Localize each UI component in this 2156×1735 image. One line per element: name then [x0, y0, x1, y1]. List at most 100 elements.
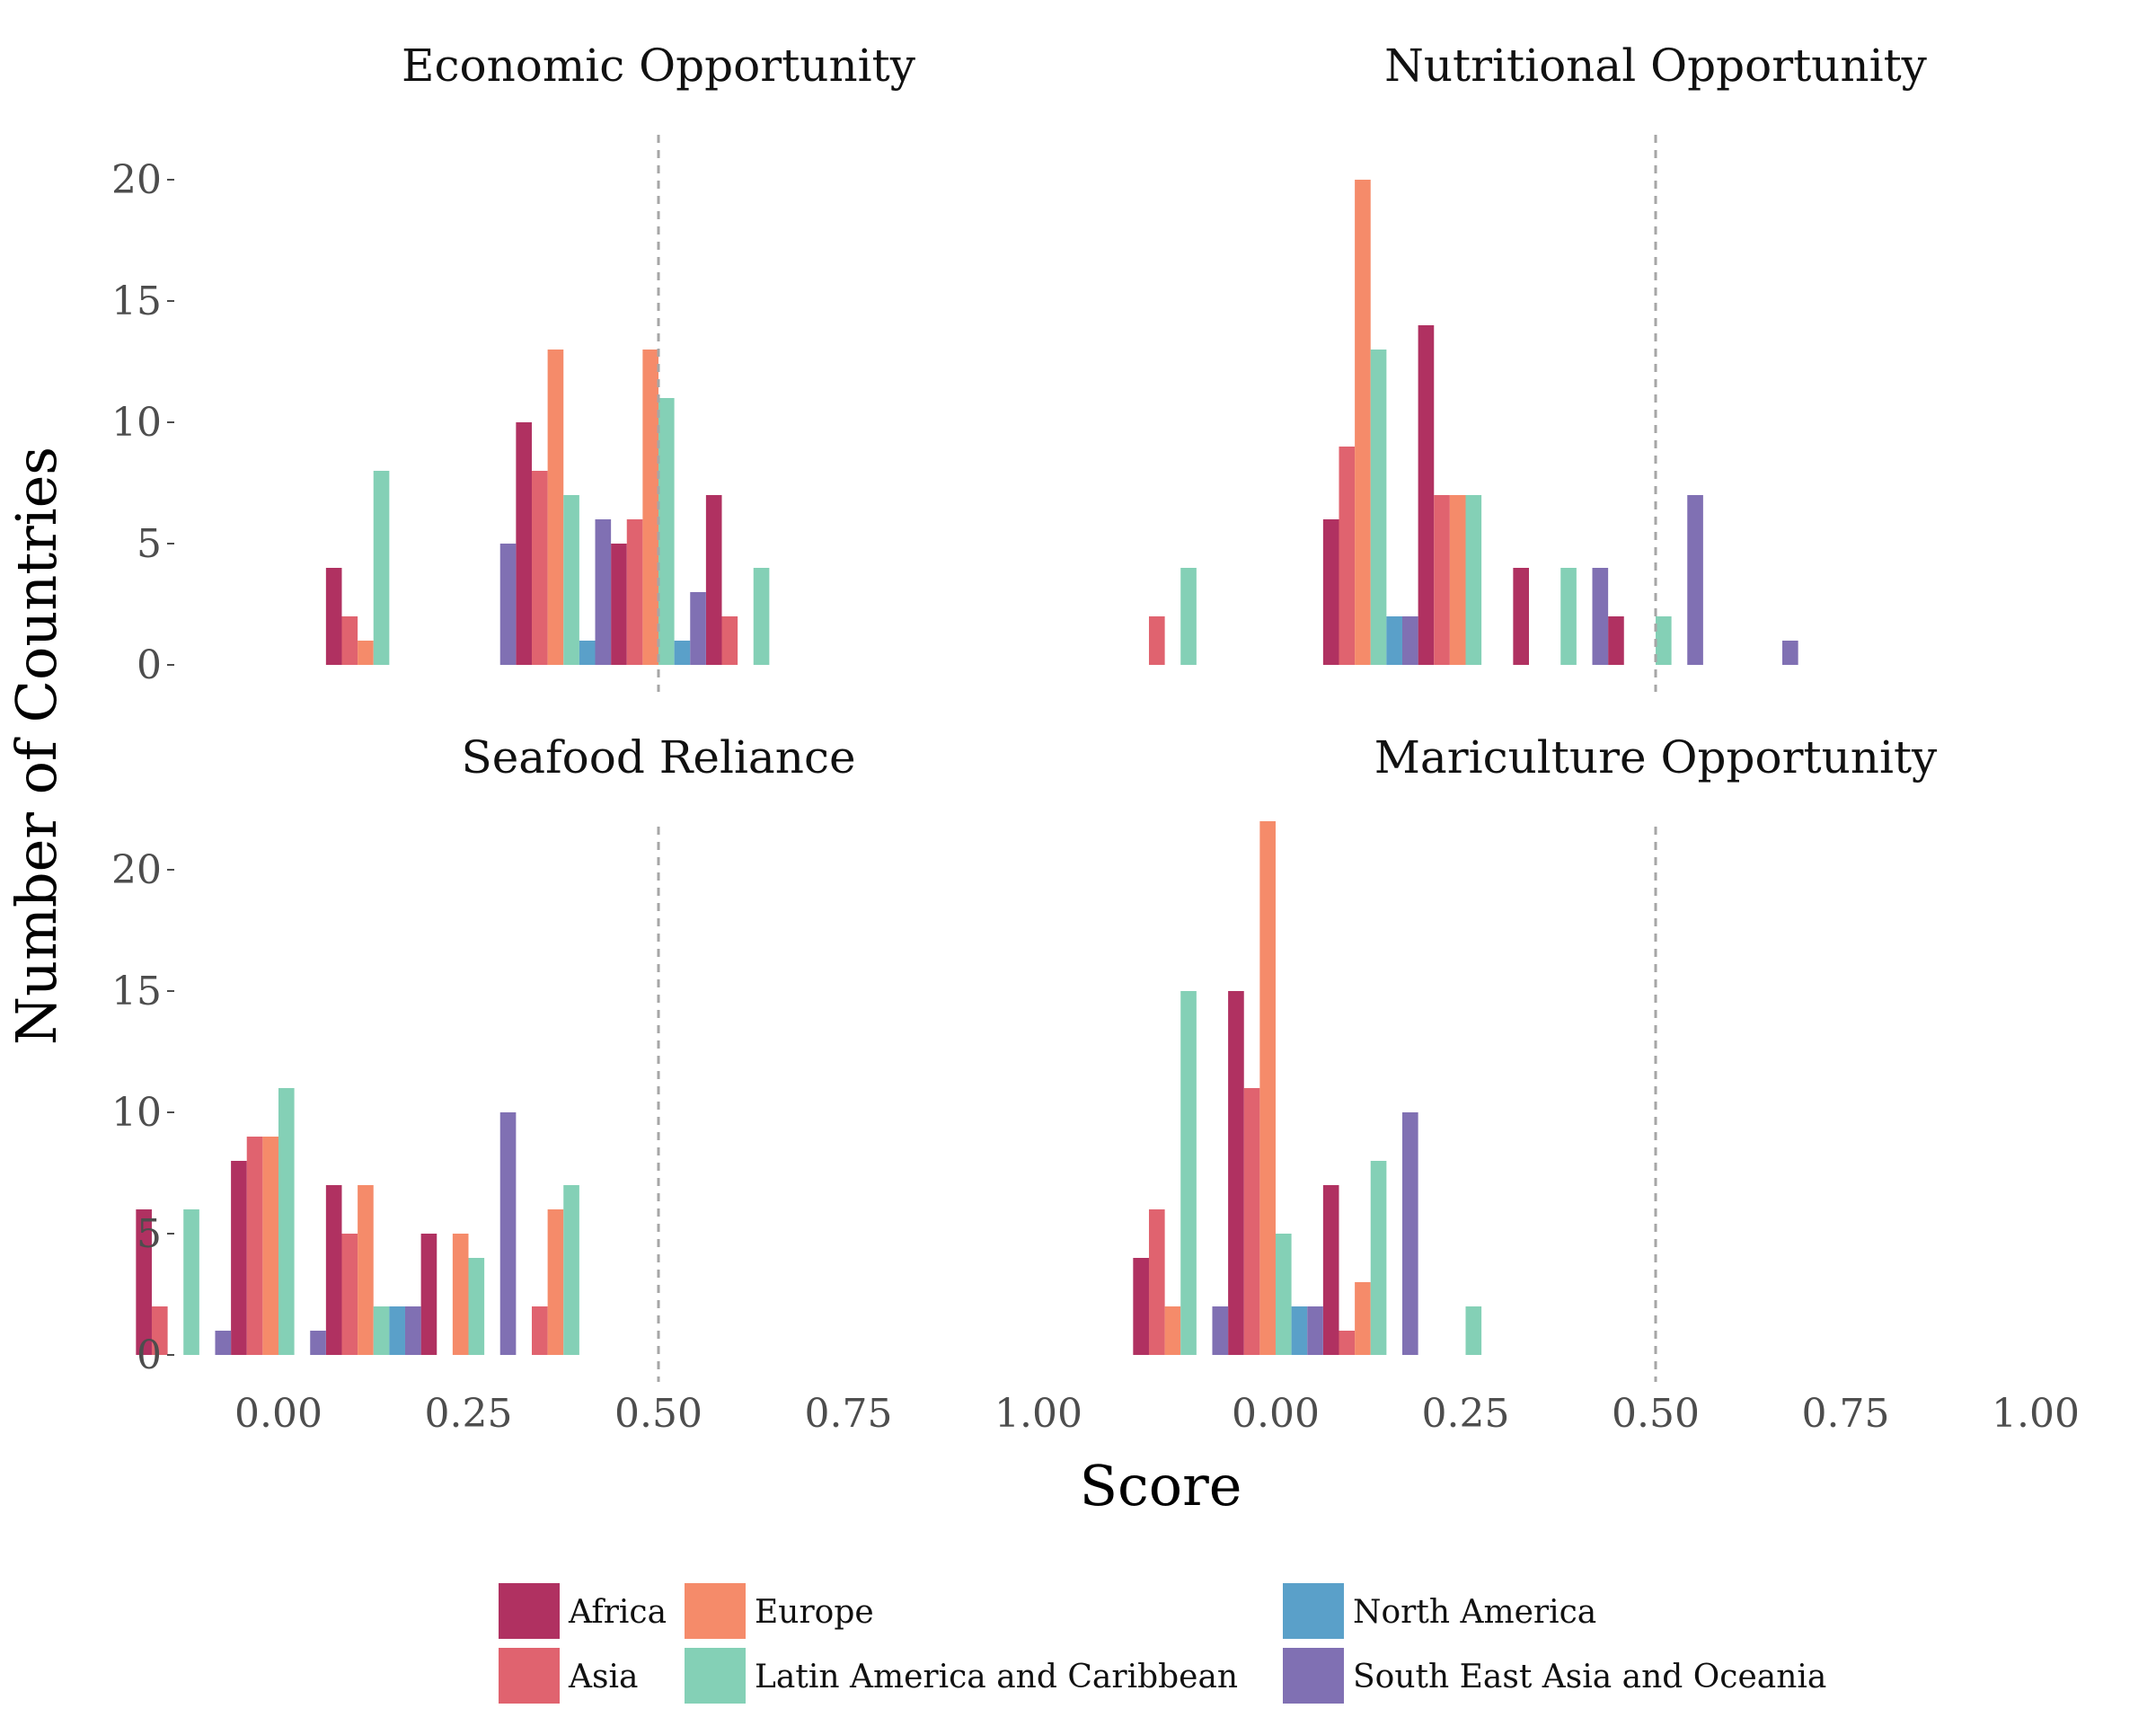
bar-latin-america-and-caribbean [563, 1185, 579, 1355]
bar-north-america [674, 641, 691, 665]
bar-south-east-asia-and-oceania [215, 1331, 232, 1355]
x-tick-label: 0.50 [1612, 1391, 1700, 1437]
bar-latin-america-and-caribbean [373, 471, 390, 665]
bar-africa [516, 422, 532, 665]
legend-label: Europe [755, 1594, 874, 1631]
bar-africa [1133, 1258, 1149, 1355]
bar-latin-america-and-caribbean [373, 1306, 390, 1355]
legend-swatch [499, 1583, 560, 1639]
bar-asia [626, 519, 643, 665]
bar-europe [1355, 180, 1371, 665]
bar-latin-america-and-caribbean [1560, 568, 1577, 665]
bar-latin-america-and-caribbean [1465, 1306, 1482, 1355]
bar-europe [452, 1234, 469, 1355]
bar-latin-america-and-caribbean [468, 1258, 485, 1355]
bar-europe [642, 350, 658, 665]
bar-europe [547, 350, 564, 665]
panel-title: Mariculture Opportunity [1374, 731, 1938, 783]
bar-latin-america-and-caribbean [1370, 1161, 1387, 1355]
y-tick-label: 0 [137, 1332, 162, 1378]
bar-europe [262, 1137, 278, 1355]
panel-seafood-reliance: Seafood Reliance 0 5 10 15 20 0.00 0.25 0.50 0.75… [111, 731, 1082, 1437]
y-tick-label: 15 [111, 969, 162, 1014]
y-tick-label: 5 [137, 521, 162, 567]
legend-label: Africa [568, 1594, 667, 1631]
y-axis-title: Number of Countries [4, 447, 69, 1045]
bar-africa [325, 1185, 342, 1355]
bar-africa [136, 1209, 152, 1355]
bar-africa [705, 495, 722, 665]
bar-europe [547, 1209, 564, 1355]
y-tick-label: 0 [137, 642, 162, 688]
panel-title: Nutritional Opportunity [1384, 40, 1928, 92]
bar-asia [1148, 616, 1165, 665]
legend-label: South East Asia and Oceania [1353, 1659, 1826, 1695]
y-tick-label: 20 [111, 847, 162, 893]
bar-africa [1418, 325, 1435, 665]
bar-europe [1449, 495, 1466, 665]
bar-latin-america-and-caribbean [1180, 568, 1197, 665]
legend: Africa Asia Europe Latin America and Caribb… [499, 1583, 1826, 1704]
bar-europe [358, 641, 374, 665]
x-tick-label: 1.00 [1992, 1391, 2080, 1437]
legend-swatch [685, 1648, 746, 1704]
bar-latin-america-and-caribbean [753, 568, 770, 665]
chart-panels: Economic Opportunity 0 5 10 15 20 Nutritional … [111, 40, 2080, 1437]
bar-europe [1259, 821, 1276, 1355]
panel-economic-opportunity: Economic Opportunity 0 5 10 15 20 [111, 40, 916, 692]
bar-africa [1322, 519, 1339, 665]
bar-africa [420, 1234, 437, 1355]
bar-latin-america-and-caribbean [1180, 991, 1197, 1355]
bar-south-east-asia-and-oceania [595, 519, 612, 665]
panel-title: Economic Opportunity [402, 40, 916, 92]
bar-asia [1434, 495, 1450, 665]
x-tick-label: 0.25 [1422, 1391, 1510, 1437]
bar-latin-america-and-caribbean [563, 495, 579, 665]
bar-south-east-asia-and-oceania [1592, 568, 1609, 665]
bar-south-east-asia-and-oceania [1782, 641, 1798, 665]
panel-nutritional-opportunity: Nutritional Opportunity [1148, 40, 1928, 692]
bar-latin-america-and-caribbean [1370, 350, 1387, 665]
legend-label: North America [1353, 1594, 1596, 1631]
bar-south-east-asia-and-oceania [499, 544, 517, 665]
bar-asia [1339, 447, 1356, 665]
y-tick-label: 10 [111, 1090, 162, 1136]
bar-south-east-asia-and-oceania [310, 1331, 326, 1355]
bar-asia [721, 616, 738, 665]
bar-south-east-asia-and-oceania [1687, 495, 1703, 665]
bar-south-east-asia-and-oceania [1401, 1112, 1418, 1355]
bar-north-america [579, 641, 596, 665]
bar-south-east-asia-and-oceania [1212, 1306, 1229, 1355]
y-tick-label: 10 [111, 400, 162, 446]
bar-south-east-asia-and-oceania [1401, 616, 1418, 665]
bar-north-america [389, 1306, 405, 1355]
bar-asia [246, 1137, 263, 1355]
bar-europe [358, 1185, 374, 1355]
bar-south-east-asia-and-oceania [1307, 1306, 1323, 1355]
legend-swatch [499, 1648, 560, 1704]
bar-asia [531, 1306, 548, 1355]
bar-africa [611, 544, 627, 665]
bar-africa [1608, 616, 1624, 665]
legend-swatch [1283, 1648, 1344, 1704]
legend-item-north-america: North America [1283, 1583, 1596, 1639]
bar-africa [1228, 991, 1244, 1355]
bar-asia [1243, 1088, 1260, 1355]
legend-label: Asia [568, 1659, 638, 1695]
legend-item-south-east-asia-and-oceania: South East Asia and Oceania [1283, 1648, 1826, 1704]
y-tick-label: 15 [111, 279, 162, 324]
legend-label: Latin America and Caribbean [755, 1659, 1238, 1695]
bar-africa [231, 1161, 247, 1355]
panel-title: Seafood Reliance [461, 731, 855, 783]
x-tick-label: 0.75 [805, 1391, 893, 1437]
bar-south-east-asia-and-oceania [690, 592, 706, 665]
bar-asia [1339, 1331, 1356, 1355]
bar-africa [1513, 568, 1529, 665]
bar-europe [1355, 1282, 1371, 1355]
legend-swatch [685, 1583, 746, 1639]
panel-mariculture-opportunity: Mariculture Opportunity 0.00 0.25 0.50 0.75 1… [1133, 731, 2080, 1437]
bar-latin-america-and-caribbean [1465, 495, 1482, 665]
legend-item-latin-america-and-caribbean: Latin America and Caribbean [685, 1648, 1238, 1704]
bar-south-east-asia-and-oceania [499, 1112, 517, 1355]
